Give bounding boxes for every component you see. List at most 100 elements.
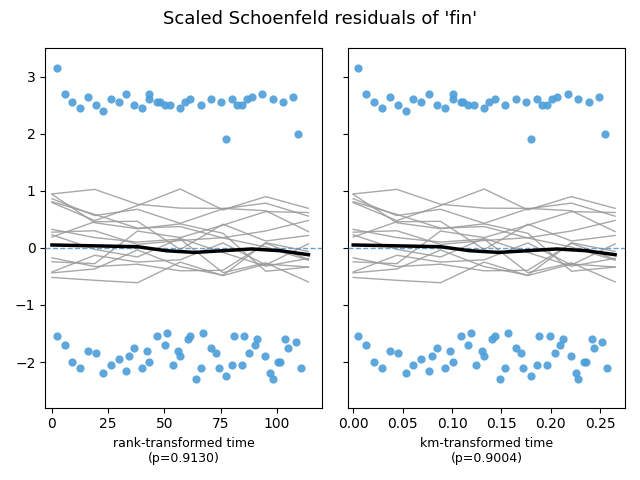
Point <box>242 96 252 103</box>
Point <box>502 330 513 337</box>
Point <box>490 333 500 340</box>
Point <box>408 96 419 103</box>
Point <box>191 375 201 383</box>
Point <box>579 358 589 366</box>
Point <box>353 64 364 72</box>
Point <box>531 361 541 369</box>
Point <box>145 90 155 97</box>
Point <box>98 107 108 115</box>
Point <box>75 104 85 112</box>
Point <box>52 64 62 72</box>
Point <box>211 349 221 357</box>
Point <box>487 336 497 343</box>
Point <box>545 333 555 340</box>
Point <box>155 98 165 106</box>
Point <box>511 96 521 103</box>
Point <box>265 370 275 377</box>
Point <box>250 341 260 349</box>
Point <box>377 104 387 112</box>
Point <box>377 364 387 372</box>
Point <box>537 101 547 109</box>
Point <box>106 96 116 103</box>
Point <box>152 98 163 106</box>
Text: Scaled Schoenfeld residuals of 'fin': Scaled Schoenfeld residuals of 'fin' <box>163 10 477 28</box>
Point <box>83 347 93 354</box>
Point <box>456 98 466 106</box>
Point <box>216 98 227 106</box>
Point <box>602 364 612 372</box>
Point <box>145 96 155 103</box>
Point <box>168 361 178 369</box>
Point <box>589 344 599 352</box>
Point <box>490 96 500 103</box>
Point <box>186 333 196 340</box>
Point <box>129 101 139 109</box>
X-axis label: rank-transformed time
(p=0.9130): rank-transformed time (p=0.9130) <box>113 437 255 465</box>
Point <box>129 344 139 352</box>
Point <box>479 352 489 360</box>
Point <box>463 101 474 109</box>
Point <box>196 101 206 109</box>
Point <box>595 93 605 100</box>
Point <box>534 333 544 340</box>
Point <box>573 96 584 103</box>
Point <box>401 107 411 115</box>
Point <box>113 98 124 106</box>
Point <box>280 336 291 343</box>
Point <box>180 98 191 106</box>
Point <box>427 352 437 360</box>
Point <box>232 101 242 109</box>
Point <box>278 98 288 106</box>
Point <box>466 330 476 337</box>
Point <box>385 347 395 354</box>
Point <box>237 361 247 369</box>
Point <box>542 361 552 369</box>
Point <box>408 361 419 369</box>
Point <box>283 344 293 352</box>
Point <box>468 101 479 109</box>
Point <box>136 104 147 112</box>
Point <box>518 364 529 372</box>
Point <box>550 349 560 357</box>
Point <box>447 90 458 97</box>
Point <box>458 98 468 106</box>
Point <box>145 358 155 366</box>
Point <box>392 349 403 357</box>
Point <box>432 344 442 352</box>
Point <box>385 93 395 100</box>
Point <box>511 344 521 352</box>
Point <box>392 101 403 109</box>
Point <box>424 90 435 97</box>
Point <box>268 375 278 383</box>
Point <box>557 336 568 343</box>
Point <box>471 361 481 369</box>
Point <box>60 90 70 97</box>
Point <box>90 101 100 109</box>
Point <box>597 338 607 346</box>
Point <box>291 338 301 346</box>
Point <box>239 333 250 340</box>
Point <box>484 98 495 106</box>
Point <box>221 135 232 143</box>
Point <box>476 347 486 354</box>
Point <box>531 96 541 103</box>
Point <box>186 96 196 103</box>
Point <box>369 98 380 106</box>
Point <box>163 330 173 337</box>
Point <box>447 96 458 103</box>
Point <box>160 341 170 349</box>
Point <box>141 347 152 354</box>
Point <box>273 358 283 366</box>
Point <box>463 341 474 349</box>
Point <box>227 361 237 369</box>
Point <box>275 358 285 366</box>
Point <box>136 364 147 372</box>
Point <box>361 341 371 349</box>
Point <box>361 90 371 97</box>
Point <box>206 344 216 352</box>
Point <box>552 93 563 100</box>
Point <box>214 364 224 372</box>
Point <box>237 101 247 109</box>
Point <box>581 358 591 366</box>
Point <box>542 101 552 109</box>
